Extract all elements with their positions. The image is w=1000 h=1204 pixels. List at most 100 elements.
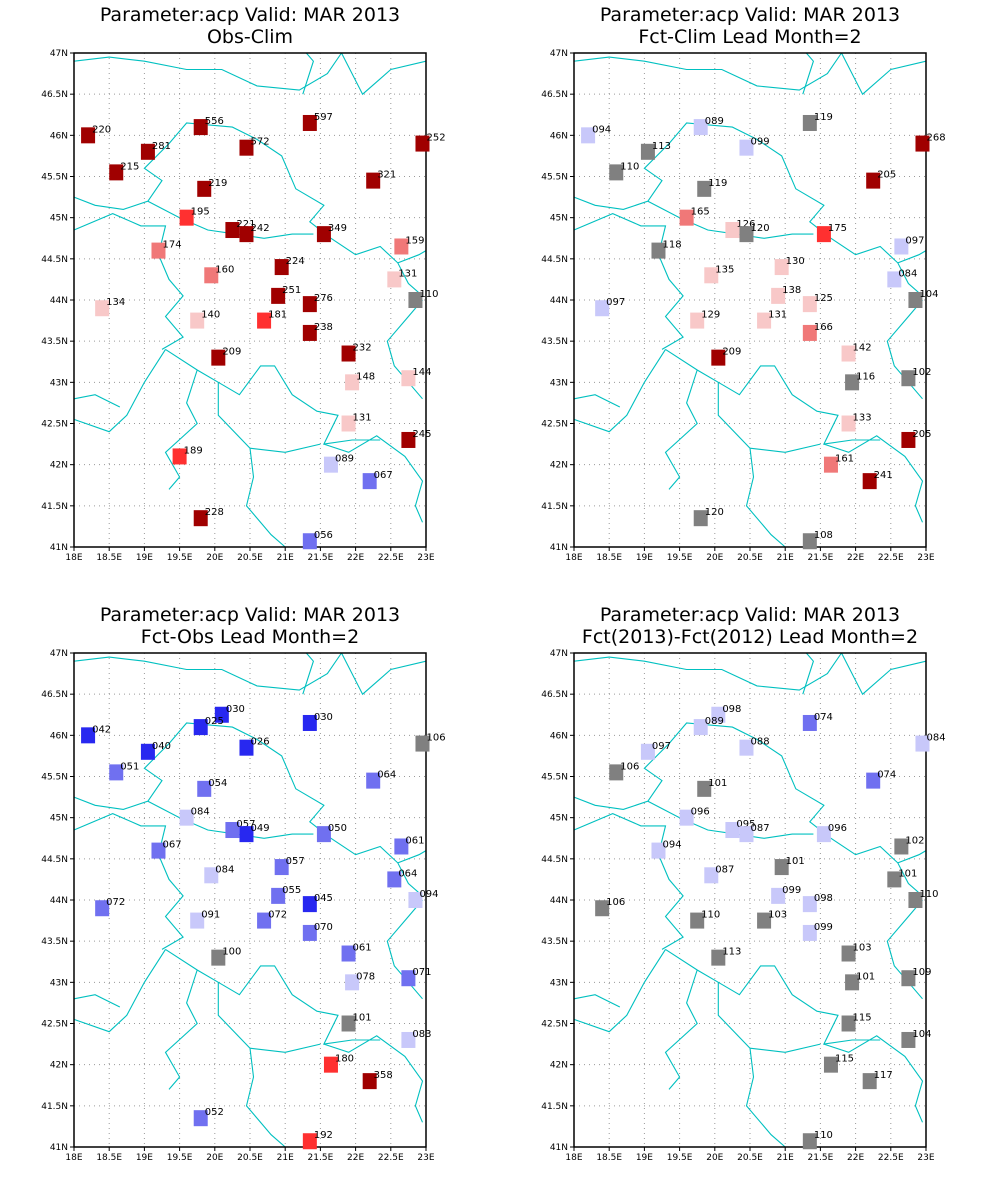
station-marker bbox=[693, 119, 708, 136]
station-label: 321 bbox=[377, 170, 396, 181]
lat-tick-label: 42.5N bbox=[541, 420, 568, 430]
lat-tick-label: 45N bbox=[50, 214, 68, 224]
panel-title-line2: Fct-Clim Lead Month=2 bbox=[638, 26, 861, 48]
country-border bbox=[73, 652, 342, 691]
lat-tick-label: 46.5N bbox=[41, 90, 68, 100]
country-border bbox=[302, 652, 315, 695]
country-border bbox=[573, 652, 842, 691]
lon-tick-label: 21E bbox=[777, 1153, 794, 1163]
station-marker bbox=[915, 135, 930, 152]
lat-tick-label: 45.5N bbox=[541, 173, 568, 183]
station-marker bbox=[711, 949, 726, 966]
country-border bbox=[323, 435, 424, 523]
station-label: 084 bbox=[191, 807, 210, 818]
station-label: 126 bbox=[736, 219, 755, 230]
lon-tick-label: 21E bbox=[277, 1153, 294, 1163]
station-label: 160 bbox=[215, 264, 234, 275]
station-marker bbox=[894, 238, 909, 255]
lon-tick-label: 19.5E bbox=[167, 1153, 193, 1163]
station-label: 096 bbox=[828, 823, 847, 834]
station-label: 556 bbox=[205, 116, 224, 127]
station-marker bbox=[387, 271, 402, 288]
station-label: 133 bbox=[853, 413, 872, 424]
country-border bbox=[749, 1043, 821, 1053]
country-border bbox=[665, 948, 881, 1045]
station-marker bbox=[362, 1073, 377, 1090]
lon-tick-label: 21E bbox=[277, 553, 294, 563]
lon-tick-label: 19.5E bbox=[667, 553, 693, 563]
country-border bbox=[802, 52, 815, 95]
station-marker bbox=[415, 135, 430, 152]
lon-tick-label: 18E bbox=[565, 553, 582, 563]
lon-tick-label: 20E bbox=[206, 1153, 223, 1163]
station-label: 070 bbox=[314, 922, 333, 933]
lon-tick-label: 21.5E bbox=[308, 553, 334, 563]
lon-tick-label: 19E bbox=[136, 553, 153, 563]
station-label: 159 bbox=[405, 235, 424, 246]
station-label: 055 bbox=[282, 885, 301, 896]
station-marker bbox=[823, 1056, 838, 1073]
station-label: 040 bbox=[152, 741, 171, 752]
station-label: 252 bbox=[426, 133, 445, 144]
station-label: 057 bbox=[286, 856, 305, 867]
station-label: 245 bbox=[412, 429, 431, 440]
lon-tick-label: 18.5E bbox=[96, 553, 122, 563]
lon-tick-label: 20E bbox=[206, 553, 223, 563]
station-marker bbox=[609, 764, 624, 781]
station-label: 089 bbox=[705, 716, 724, 727]
station-marker bbox=[81, 127, 96, 144]
lat-tick-label: 42.5N bbox=[41, 1020, 68, 1030]
station-label: 104 bbox=[912, 1029, 931, 1040]
country-border bbox=[664, 969, 698, 1090]
panel-title-line2: Fct(2013)-Fct(2012) Lead Month=2 bbox=[582, 626, 918, 648]
station-label: 242 bbox=[250, 223, 269, 234]
lat-tick-label: 41.5N bbox=[541, 502, 568, 512]
lon-tick-label: 19E bbox=[136, 1153, 153, 1163]
country-border bbox=[217, 382, 286, 548]
panel-fct-clim: Parameter:acp Valid: MAR 2013 Fct-Clim L… bbox=[541, 4, 945, 563]
lon-tick-label: 23E bbox=[417, 553, 434, 563]
station-marker bbox=[302, 296, 317, 313]
station-marker bbox=[394, 838, 409, 855]
lat-tick-label: 43.5N bbox=[41, 337, 68, 347]
station-label: 072 bbox=[268, 910, 287, 921]
panel-fct-2013-2012: Parameter:acp Valid: MAR 2013 Fct(2013)-… bbox=[541, 604, 945, 1163]
station-label: 166 bbox=[814, 322, 833, 333]
lat-tick-label: 44N bbox=[50, 296, 68, 306]
station-marker bbox=[302, 714, 317, 731]
lat-tick-label: 42N bbox=[50, 461, 68, 471]
lat-tick-label: 43.5N bbox=[541, 337, 568, 347]
station-label: 116 bbox=[856, 371, 875, 382]
station-label: 119 bbox=[708, 178, 727, 189]
lon-tick-label: 18.5E bbox=[596, 553, 622, 563]
station-label: 219 bbox=[208, 178, 227, 189]
station-label: 030 bbox=[314, 712, 333, 723]
station-label: 110 bbox=[814, 1130, 833, 1141]
lat-tick-label: 41N bbox=[550, 1143, 568, 1153]
station-marker bbox=[802, 533, 817, 550]
station-label: 078 bbox=[356, 971, 375, 982]
station-label: 101 bbox=[353, 1013, 372, 1024]
station-label: 087 bbox=[715, 864, 734, 875]
station-marker bbox=[711, 706, 726, 723]
station-marker bbox=[302, 114, 317, 131]
station-marker bbox=[323, 456, 338, 473]
lat-tick-label: 41N bbox=[50, 1143, 68, 1153]
lon-tick-label: 21E bbox=[777, 553, 794, 563]
station-label: 084 bbox=[926, 733, 945, 744]
country-border bbox=[73, 949, 166, 1033]
station-label: 049 bbox=[250, 823, 269, 834]
station-label: 251 bbox=[282, 285, 301, 296]
lat-tick-label: 45N bbox=[550, 814, 568, 824]
station-label: 572 bbox=[250, 137, 269, 148]
lat-tick-label: 41.5N bbox=[541, 1102, 568, 1112]
station-marker bbox=[387, 871, 402, 888]
station-label: 148 bbox=[356, 371, 375, 382]
station-marker bbox=[109, 764, 124, 781]
station-marker bbox=[739, 739, 754, 756]
station-marker bbox=[690, 312, 705, 329]
country-border bbox=[573, 813, 684, 950]
station-marker bbox=[193, 719, 208, 736]
country-border bbox=[841, 52, 927, 96]
